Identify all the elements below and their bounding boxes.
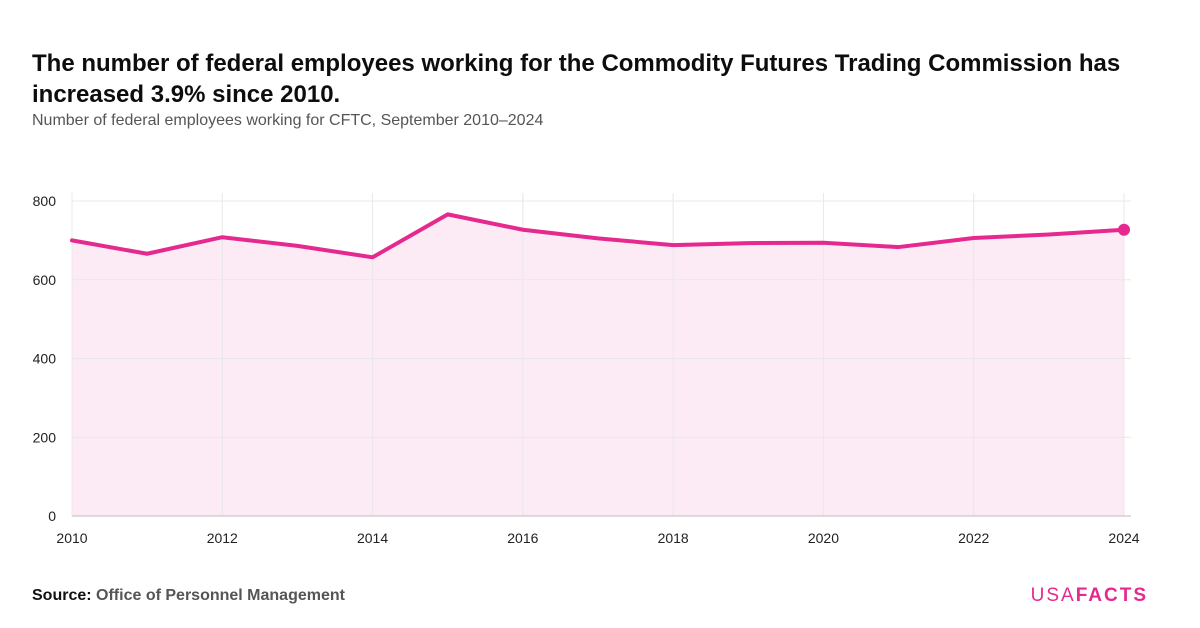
last-data-point — [1118, 223, 1130, 236]
usafacts-logo: USAFACTS — [1031, 585, 1148, 607]
source-name: Office of Personnel Management — [96, 587, 345, 604]
logo-bold-text: FACTS — [1075, 585, 1148, 606]
x-tick-label: 2018 — [658, 530, 689, 546]
logo-light-text: USA — [1030, 585, 1076, 606]
chart-subtitle: Number of federal employees working for … — [32, 112, 544, 129]
x-tick-label: 2012 — [207, 530, 238, 546]
x-tick-label: 2020 — [808, 530, 839, 546]
x-tick-label: 2014 — [357, 530, 388, 546]
y-tick-label: 200 — [33, 429, 57, 445]
source-label: Source: — [32, 587, 92, 604]
series-line — [70, 212, 1126, 260]
x-tick-label: 2024 — [1108, 530, 1139, 546]
x-tick-label: 2010 — [56, 530, 87, 546]
x-tick-label: 2022 — [958, 530, 989, 546]
y-tick-label: 800 — [33, 193, 57, 209]
source-note: Source: Office of Personnel Management — [32, 587, 345, 605]
area-fill — [72, 214, 1124, 516]
chart-title: The number of federal employees working … — [32, 50, 1121, 108]
x-tick-label: 2016 — [507, 530, 538, 546]
y-tick-label: 0 — [48, 508, 56, 524]
y-tick-label: 400 — [33, 351, 57, 367]
y-tick-label: 600 — [33, 272, 57, 288]
